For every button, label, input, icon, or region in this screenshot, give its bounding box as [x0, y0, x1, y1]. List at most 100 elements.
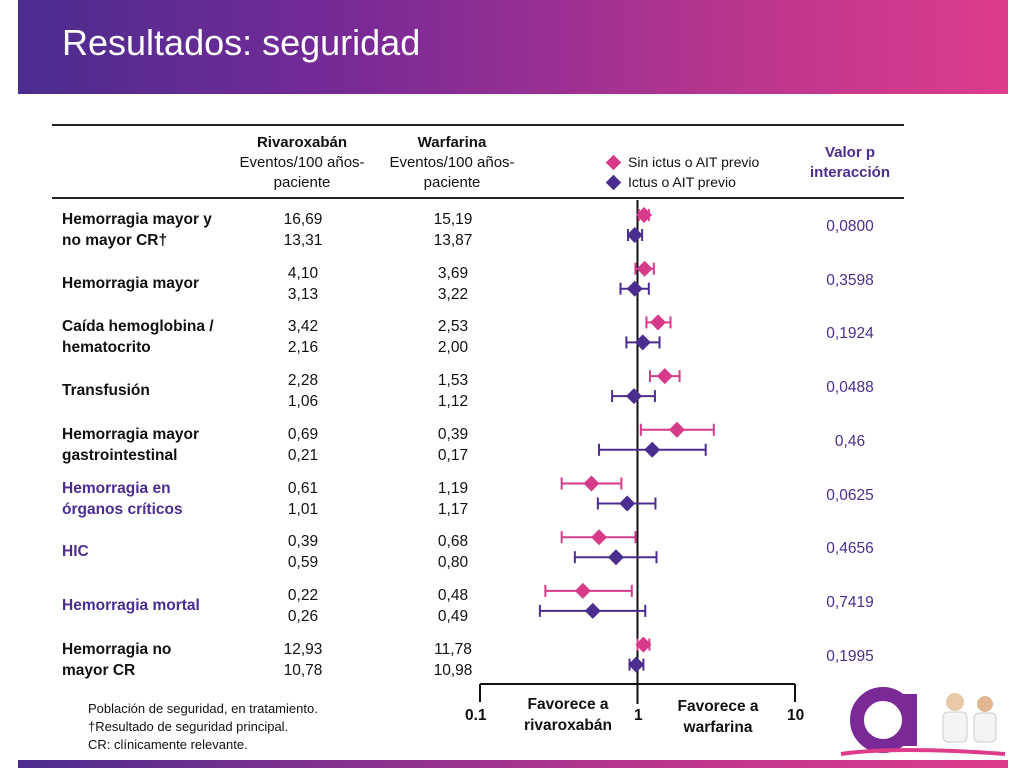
warf-values: 0,39 0,17	[398, 424, 508, 466]
row-label-line: Transfusión	[62, 382, 150, 400]
table-header-rule	[52, 197, 904, 199]
pval-value: 0,1995	[826, 647, 874, 665]
pval-header-line2: interacción	[809, 164, 891, 181]
riva-values: 0,61 1,01	[248, 478, 358, 520]
riva-value: 12,93	[283, 640, 323, 658]
riva-values: 4,10 3,13	[248, 263, 358, 305]
riva-values: 3,42 2,16	[248, 316, 358, 358]
row-label: Hemorragia en órganos críticos	[62, 478, 252, 520]
title-bar	[18, 0, 1008, 94]
estimate-diamond	[583, 475, 600, 492]
warf-value: 3,22	[437, 285, 469, 303]
row-label-line: Hemorragia mortal	[62, 596, 200, 614]
favors-line: warfarina	[683, 719, 753, 736]
riva-value: 0,22	[287, 586, 319, 604]
estimate-diamond	[644, 441, 661, 458]
estimate-diamond	[668, 421, 685, 438]
favors-line: Favorece a	[677, 698, 759, 715]
warf-values: 0,48 0,49	[398, 585, 508, 627]
estimate-diamond	[607, 549, 624, 566]
footnotes: Población de seguridad, en tratamiento. …	[88, 700, 318, 754]
row-label: Hemorragia mayor gastrointestinal	[62, 424, 252, 466]
riva-value: 2,28	[287, 372, 319, 390]
warf-values: 1,53 1,12	[398, 370, 508, 412]
footer-bar	[18, 760, 1008, 768]
row-label-line: no mayor CR†	[62, 232, 168, 249]
riva-values: 0,39 0,59	[248, 531, 358, 573]
pval-column-header: Valor p interacción	[792, 143, 908, 183]
estimate-diamond	[636, 207, 653, 223]
estimate-diamond	[656, 368, 673, 385]
warf-value: 1,19	[437, 479, 469, 497]
legend: Sin ictus o AIT previo Ictus o AIT previ…	[605, 152, 759, 192]
warf-values: 0,68 0,80	[398, 531, 508, 573]
row-label-line: Hemorragia mayor	[62, 425, 199, 443]
warf-header-name: Warfarina	[417, 134, 487, 151]
estimate-diamond	[625, 388, 642, 405]
riva-value: 0,61	[287, 479, 319, 497]
favors-line: Favorece a	[527, 696, 609, 713]
warf-value: 0,80	[437, 554, 469, 572]
warf-value: 1,12	[437, 393, 469, 411]
footnote: CR: clínicamente relevante.	[88, 737, 248, 752]
riva-header-unit-2: paciente	[273, 174, 331, 191]
warf-column-header: Warfarina Eventos/100 años- paciente	[382, 133, 522, 193]
warf-value: 1,53	[437, 372, 469, 390]
warf-value: 1,17	[437, 500, 469, 518]
riva-header-name: Rivaroxabán	[256, 134, 348, 151]
warf-header-unit-2: paciente	[423, 174, 481, 191]
warf-value: 0,68	[437, 533, 469, 551]
warf-values: 11,78 10,98	[398, 639, 508, 681]
row-label-line: Hemorragia en	[62, 479, 171, 497]
row-label-line: Hemorragia mayor y	[62, 211, 212, 228]
row-label-line: mayor CR	[62, 661, 136, 679]
estimate-diamond	[626, 227, 643, 243]
estimate-diamond	[584, 602, 601, 619]
riva-value: 0,26	[287, 607, 319, 625]
riva-value: 2,16	[287, 339, 319, 357]
warf-values: 1,19 1,17	[398, 478, 508, 520]
row-label: Caída hemoglobina / hematocrito	[62, 316, 252, 358]
riva-value: 1,01	[287, 500, 319, 518]
row-label: Hemorragia mortal	[62, 595, 252, 616]
warf-value: 15,19	[433, 211, 473, 228]
warf-value: 3,69	[437, 264, 469, 282]
pval-value: 0,0625	[826, 486, 874, 504]
row-label: Hemorragia no mayor CR	[62, 639, 252, 681]
favors-line: rivaroxabán	[524, 717, 612, 734]
brand-logo	[840, 687, 1006, 756]
warf-value: 13,87	[433, 232, 473, 249]
riva-value: 16,69	[283, 211, 323, 228]
row-label-line: Caída hemoglobina /	[62, 318, 214, 336]
axis-tick-label: 10	[787, 707, 805, 724]
riva-value: 0,69	[287, 425, 319, 443]
warf-value: 2,00	[437, 339, 469, 357]
riva-value: 0,21	[287, 446, 319, 464]
warf-values: 2,53 2,00	[398, 316, 508, 358]
table-top-rule	[52, 124, 904, 126]
row-label: Hemorragia mayor	[62, 273, 252, 294]
riva-values: 0,69 0,21	[248, 424, 358, 466]
row-label: Transfusión	[62, 380, 252, 401]
riva-header-unit: Eventos/100 años-	[239, 154, 365, 171]
row-label-line: órganos críticos	[62, 500, 183, 518]
estimate-diamond	[634, 334, 651, 351]
warf-header-unit: Eventos/100 años-	[389, 154, 515, 171]
pval-value: 0,0800	[826, 218, 874, 235]
estimate-diamond	[591, 529, 608, 546]
riva-value: 4,10	[287, 264, 319, 282]
warf-values: 15,19 13,87	[398, 209, 508, 251]
pval-value: 0,46	[834, 432, 866, 450]
row-label: Hemorragia mayor y no mayor CR†	[62, 209, 252, 251]
estimate-diamond	[635, 636, 652, 653]
riva-values: 16,69 13,31	[248, 209, 358, 251]
riva-values: 12,93 10,78	[248, 639, 358, 681]
warf-value: 0,49	[437, 607, 469, 625]
favors-warfarin-label: Favorece a warfarina	[658, 696, 778, 738]
riva-value: 0,59	[287, 554, 319, 572]
row-label-line: HIC	[62, 543, 89, 561]
row-label-line: gastrointestinal	[62, 446, 178, 464]
riva-value: 1,06	[287, 393, 319, 411]
warf-value: 2,53	[437, 318, 469, 336]
